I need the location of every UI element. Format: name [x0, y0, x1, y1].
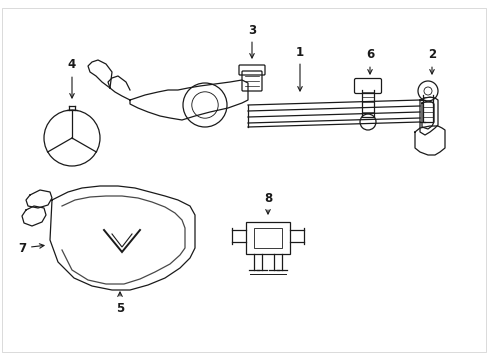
- Text: 4: 4: [68, 58, 76, 98]
- Text: 3: 3: [247, 23, 256, 58]
- Text: 5: 5: [116, 292, 124, 315]
- Text: 8: 8: [264, 192, 271, 214]
- Text: 1: 1: [295, 45, 304, 91]
- Text: 6: 6: [365, 49, 373, 74]
- Text: 2: 2: [427, 49, 435, 74]
- Text: 7: 7: [18, 242, 44, 255]
